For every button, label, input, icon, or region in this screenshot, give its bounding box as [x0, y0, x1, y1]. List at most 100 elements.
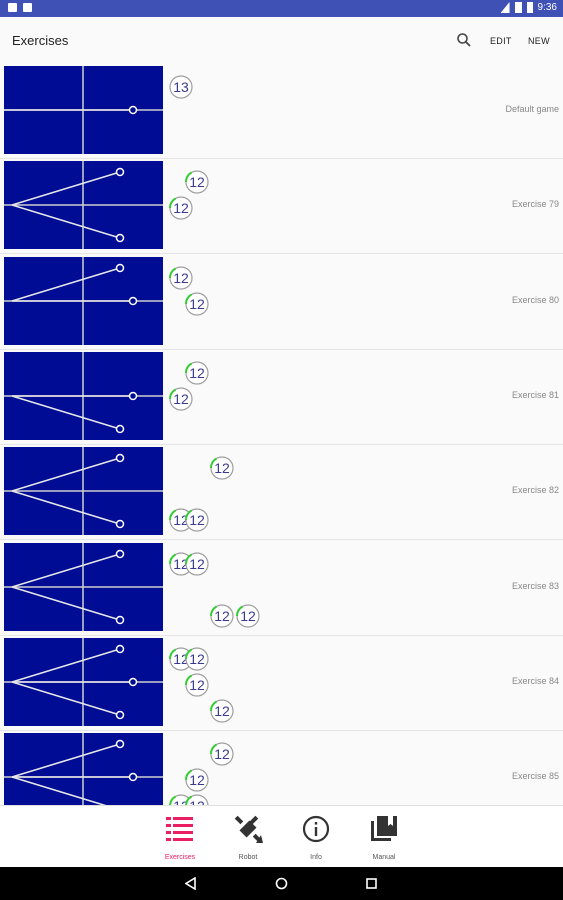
battery-icon [526, 2, 533, 13]
exercise-name: Exercise 84 [511, 675, 559, 686]
recents-icon[interactable] [366, 878, 377, 889]
trajectory-line [11, 457, 121, 492]
spin-badge-value: 12 [173, 798, 189, 805]
trajectory-target [128, 677, 138, 687]
trajectory-line [11, 681, 121, 716]
trajectory-target [115, 234, 125, 243]
list-item[interactable]: 12 12 12 12 Exercise 83 [0, 540, 563, 636]
trajectory-target [115, 549, 125, 558]
exercise-thumbnail [4, 66, 163, 154]
trajectory-line [11, 776, 107, 805]
signal-icon [500, 2, 510, 13]
spin-badge-value: 13 [173, 79, 189, 95]
spin-badge-value: 12 [173, 391, 189, 407]
spin-badge-value: 12 [189, 365, 205, 381]
spin-badge-value: 12 [173, 651, 189, 667]
spin-badge-value: 12 [189, 798, 205, 805]
nav-exercises[interactable]: Exercises [145, 806, 215, 868]
exercise-name: Exercise 85 [511, 771, 559, 782]
spin-badge-value: 12 [189, 296, 205, 312]
trajectory-target [128, 772, 138, 782]
trajectory-target [115, 168, 125, 177]
list-item[interactable]: 12 12 Exercise 79 [0, 159, 563, 255]
app-bar: Exercises EDIT NEW [0, 17, 563, 64]
trajectory-line [11, 743, 121, 778]
exercise-thumbnail [4, 542, 163, 631]
exercise-thumbnail [4, 637, 163, 726]
page-title: Exercises [12, 33, 69, 48]
search-icon[interactable] [456, 32, 472, 48]
spin-badge-value: 12 [189, 174, 205, 190]
spin-badge: 12 [184, 672, 210, 698]
exercise-thumbnail [4, 733, 163, 805]
back-icon[interactable] [185, 877, 197, 890]
spin-badge: 12 [184, 507, 210, 533]
list-item[interactable]: 13 Default game [0, 64, 563, 159]
spin-badge-value: 12 [189, 556, 205, 572]
exercise-thumbnail [4, 256, 163, 345]
status-bar: 9:36 [0, 0, 563, 17]
list-item[interactable]: 12 12 Exercise 80 [0, 254, 563, 350]
trajectory-target [128, 391, 138, 401]
spin-badge-value: 12 [214, 703, 230, 719]
status-icons: 9:36 [500, 2, 557, 13]
spin-badge-value: 12 [240, 608, 256, 624]
spin-badge: 12 [235, 603, 261, 629]
new-button[interactable]: NEW [528, 36, 550, 46]
trajectory-target [115, 424, 125, 434]
spin-badge-value: 12 [189, 512, 205, 528]
trajectory-target [128, 105, 138, 115]
trajectory-line [11, 204, 121, 240]
exercise-name: Default game [505, 104, 559, 114]
robot-icon [234, 815, 263, 843]
spin-badge: 12 [184, 793, 210, 805]
spin-badge: 12 [184, 169, 210, 195]
trajectory-target [115, 453, 125, 463]
spin-badge: 12 [168, 265, 194, 291]
trajectory-line [11, 171, 121, 207]
nav-robot-label: Robot [238, 854, 258, 861]
trajectory-target [115, 615, 125, 624]
trajectory-target [115, 519, 125, 529]
trajectory-line [11, 648, 121, 683]
exercise-name: Exercise 81 [511, 389, 559, 400]
list-item[interactable]: 12 12 12 12 Exercise 84 [0, 635, 563, 731]
trajectory-target [128, 296, 138, 305]
nav-info[interactable]: Info [281, 806, 351, 868]
nav-manual[interactable]: Manual [349, 806, 419, 868]
trajectory-target [115, 263, 125, 272]
trajectory-line [11, 552, 121, 588]
spin-badge: 12 [184, 291, 210, 317]
trajectory-target [115, 710, 125, 720]
nav-exercises-label: Exercises [164, 854, 196, 861]
spin-badge-value: 12 [214, 460, 230, 476]
system-navigation-bar [0, 867, 563, 900]
list-item[interactable]: 12 12 Exercise 81 [0, 349, 563, 445]
edit-button[interactable]: EDIT [490, 36, 512, 46]
home-icon[interactable] [275, 877, 288, 890]
spin-badge: 13 [168, 74, 194, 100]
exercise-name: Exercise 80 [511, 294, 559, 305]
exercise-name: Exercise 82 [511, 485, 559, 496]
spin-badge-value: 12 [214, 608, 230, 624]
status-time: 9:36 [537, 2, 557, 13]
spin-badge-value: 12 [173, 556, 189, 572]
spin-badge-value: 12 [173, 512, 189, 528]
exercise-thumbnail [4, 161, 163, 250]
trajectory-line [11, 395, 121, 430]
list-item[interactable]: 12 12 12 Exercise 82 [0, 445, 563, 541]
nav-manual-label: Manual [372, 854, 396, 861]
spin-badge: 12 [209, 455, 235, 481]
bottom-navigation: Exercises Robot Info [0, 805, 563, 867]
exercise-list[interactable]: 13 Default game 12 12 Exercise 79 12 12 Exercis… [0, 64, 563, 805]
spin-badge: 12 [168, 386, 194, 412]
notification-icons [8, 3, 32, 12]
spin-badge-value: 12 [189, 651, 205, 667]
trajectory-target [115, 644, 125, 654]
trajectory-target [115, 739, 125, 749]
trajectory-line [11, 266, 121, 302]
nav-robot[interactable]: Robot [213, 806, 283, 868]
info-icon [302, 815, 330, 843]
spin-badge: 12 [184, 646, 210, 672]
